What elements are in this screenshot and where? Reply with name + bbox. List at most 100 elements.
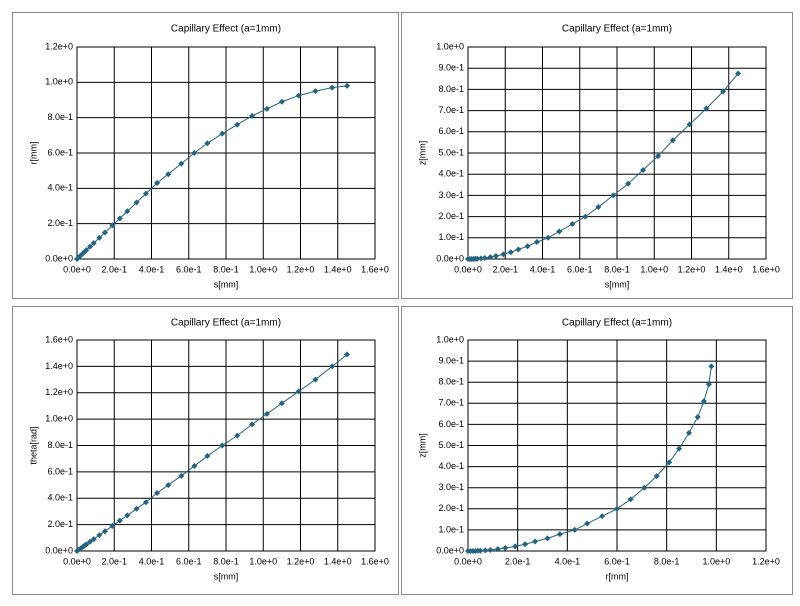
data-point [312,376,319,383]
data-point [545,234,552,241]
data-point [487,546,494,553]
x-tick-label: 1.2e+0 [287,556,315,566]
data-point [219,130,226,137]
data-point [522,541,529,548]
data-point [653,473,660,480]
y-tick-label: 4.0e-1 [47,493,73,503]
data-point [109,522,116,529]
x-tick-label: 1.6e+0 [752,264,780,274]
data-point [278,98,285,105]
y-tick-label: 4.0e-1 [438,169,464,179]
y-tick-label: 4.0e-1 [438,461,464,471]
y-tick-label: 6.0e-1 [438,419,464,429]
y-tick-label: 1.2e+0 [45,41,73,51]
y-tick-label: 8.0e-1 [438,377,464,387]
data-point [142,499,149,506]
data-point [494,546,501,553]
data-point [474,255,481,262]
data-point [90,240,97,247]
data-point [87,538,94,545]
data-point [178,160,185,167]
x-tick-label: 8.0e-1 [213,556,239,566]
data-point [90,536,97,543]
data-point [191,150,198,156]
x-axis-label: s[mm] [214,571,239,581]
data-point [735,70,742,77]
data-point [87,243,94,250]
y-tick-label: 1.0e-1 [438,524,464,534]
data-point [329,84,336,91]
data-point [654,153,661,160]
data-point [249,421,256,428]
x-tick-label: 2.0e-1 [101,556,127,566]
data-point [101,528,108,535]
data-point [694,414,701,421]
data-point [278,400,285,407]
data-point [154,180,161,187]
y-tick-label: 1.4e+0 [45,361,73,371]
x-tick-label: 0.0e+0 [63,264,91,274]
data-point [614,505,620,512]
data-point [556,531,563,538]
data-point [234,432,241,439]
data-point [512,543,519,550]
x-tick-label: 1.0e+0 [249,264,277,274]
y-axis-label: r[mm] [28,142,38,165]
data-point [625,180,632,187]
x-tick-label: 1.6e+0 [361,264,389,274]
x-tick-label: 0.0e+0 [454,264,482,274]
y-tick-label: 5.0e-1 [438,147,464,157]
data-point [204,453,211,460]
data-point [544,535,551,542]
chart-title: Capillary Effect (a=1mm) [562,24,672,35]
y-tick-label: 2.0e-1 [438,211,464,221]
x-tick-label: 6.0e-1 [567,264,593,274]
data-point [204,140,211,147]
x-tick-label: 1.0e+0 [249,556,277,566]
data-point [478,255,485,262]
data-point [720,88,727,95]
y-tick-label: 1.0e-1 [438,232,464,242]
plot-border [467,339,767,552]
data-point [295,388,302,395]
data-point [686,429,693,436]
y-tick-label: 1.0e+0 [45,414,73,424]
x-axis-label: s[mm] [214,279,239,289]
data-point [708,363,715,370]
data-point [507,249,514,256]
x-tick-label: 6.0e-1 [176,264,202,274]
x-tick-label: 4.0e-1 [139,264,165,274]
y-tick-label: 8.0e-1 [438,84,464,94]
y-tick-label: 8.0e-1 [47,112,73,122]
x-tick-label: 8.0e-1 [604,264,630,274]
y-tick-label: 2.0e-1 [47,519,73,529]
y-tick-label: 1.0e+0 [436,334,464,344]
x-tick-label: 1.4e+0 [715,264,743,274]
data-point [669,137,676,144]
x-tick-label: 2.0e-1 [505,556,531,566]
chart-frame [401,306,793,595]
y-tick-label: 8.0e-1 [47,440,73,450]
x-tick-label: 1.4e+0 [324,556,352,566]
data-point [627,496,634,503]
data-point [133,199,140,206]
data-point [487,254,494,261]
data-point [344,351,351,358]
data-point [556,228,563,235]
data-point [524,243,531,250]
y-tick-label: 3.0e-1 [438,482,464,492]
x-axis-label: r[mm] [606,571,629,581]
data-point [500,251,507,258]
chart-title: Capillary Effect (a=1mm) [171,24,281,35]
x-tick-label: 1.0e+0 [702,556,730,566]
x-axis-label: s[mm] [605,279,630,289]
data-point [263,105,270,112]
x-tick-label: 1.2e+0 [678,264,706,274]
chart-title: Capillary Effect (a=1mm) [171,318,281,329]
data-point [96,532,103,539]
y-tick-label: 7.0e-1 [438,398,464,408]
data-point [219,442,226,449]
y-tick-label: 4.0e-1 [47,183,73,193]
y-tick-label: 6.0e-1 [438,126,464,136]
